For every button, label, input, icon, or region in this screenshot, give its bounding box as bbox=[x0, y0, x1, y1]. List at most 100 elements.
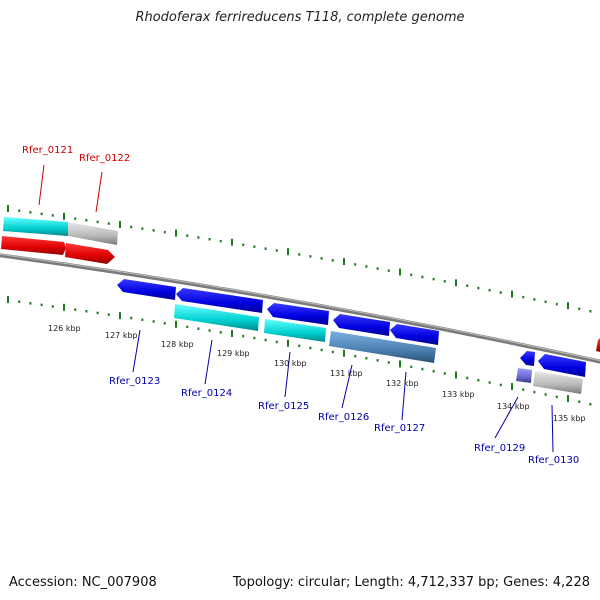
minor-tick bbox=[320, 348, 323, 352]
kbp-labels: 126 kbp 127 kbp 128 kbp 129 kbp 130 kbp … bbox=[48, 324, 586, 423]
cds-rfer-0125[interactable] bbox=[267, 303, 329, 325]
minor-tick bbox=[298, 253, 301, 256]
minor-tick bbox=[589, 310, 592, 313]
genome-summary: Topology: circular; Length: 4,712,337 bp… bbox=[232, 575, 590, 590]
minor-tick bbox=[107, 222, 110, 225]
cyan-feature-1[interactable] bbox=[3, 217, 68, 236]
major-tick bbox=[231, 238, 233, 246]
minor-tick bbox=[208, 329, 211, 332]
red-feature-edge[interactable] bbox=[596, 338, 600, 352]
minor-tick bbox=[130, 225, 133, 229]
minor-tick bbox=[387, 269, 390, 272]
cds-rfer-0124[interactable] bbox=[176, 288, 263, 313]
minor-tick bbox=[410, 365, 413, 369]
minor-tick bbox=[96, 311, 99, 315]
major-tick bbox=[511, 383, 513, 390]
minor-tick bbox=[421, 275, 424, 279]
kbp-label: 134 kbp bbox=[497, 402, 530, 411]
major-tick bbox=[175, 320, 177, 328]
minor-tick bbox=[522, 388, 525, 391]
violet-feature[interactable] bbox=[516, 368, 532, 383]
minor-tick bbox=[488, 381, 491, 384]
minor-tick bbox=[264, 338, 267, 342]
kbp-label: 129 kbp bbox=[217, 349, 250, 358]
minor-tick bbox=[152, 320, 155, 323]
grey-feature-2[interactable] bbox=[533, 371, 583, 394]
major-tick bbox=[399, 268, 401, 276]
minor-tick bbox=[533, 298, 536, 301]
minor-tick bbox=[51, 305, 54, 308]
minor-tick bbox=[477, 286, 480, 290]
gene-label-rfer-0121[interactable]: Rfer_0121 bbox=[22, 145, 73, 156]
minor-tick bbox=[253, 245, 256, 248]
gene-label-rfer-0123[interactable]: Rfer_0123 bbox=[109, 376, 160, 387]
major-tick bbox=[455, 371, 457, 379]
minor-tick bbox=[264, 247, 267, 250]
minor-tick bbox=[578, 400, 581, 403]
minor-tick bbox=[96, 220, 99, 224]
gene-label-rfer-0127[interactable]: Rfer_0127 bbox=[374, 423, 425, 434]
minor-tick bbox=[555, 395, 558, 399]
cyan-feature-2[interactable] bbox=[174, 304, 259, 331]
minor-tick bbox=[309, 255, 312, 258]
minor-tick bbox=[197, 327, 200, 330]
minor-tick bbox=[354, 354, 357, 358]
steel-feature[interactable] bbox=[329, 331, 436, 363]
minor-tick bbox=[74, 308, 77, 311]
gene-callout-lines bbox=[38, 164, 554, 453]
gene-label-rfer-0129[interactable]: Rfer_0129 bbox=[474, 443, 525, 454]
major-tick bbox=[119, 221, 121, 228]
kbp-label: 132 kbp bbox=[386, 379, 419, 388]
minor-tick bbox=[152, 229, 155, 232]
minor-tick bbox=[555, 302, 558, 306]
minor-tick bbox=[107, 313, 110, 316]
minor-tick bbox=[331, 259, 334, 262]
minor-tick bbox=[443, 280, 446, 283]
gene-label-rfer-0126[interactable]: Rfer_0126 bbox=[318, 412, 369, 423]
cds-rfer-0123[interactable] bbox=[117, 279, 176, 300]
minor-tick bbox=[186, 234, 189, 237]
major-tick bbox=[343, 349, 345, 357]
major-tick bbox=[511, 290, 513, 298]
cds-rfer-0126[interactable] bbox=[333, 314, 390, 336]
minor-tick bbox=[578, 307, 581, 311]
minor-tick bbox=[242, 334, 245, 338]
minor-tick bbox=[477, 379, 480, 382]
minor-tick bbox=[309, 346, 312, 350]
cyan-feature-3[interactable] bbox=[264, 319, 326, 342]
minor-tick bbox=[219, 239, 222, 243]
gene-label-rfer-0125[interactable]: Rfer_0125 bbox=[258, 401, 309, 412]
kbp-label: 133 kbp bbox=[442, 390, 475, 399]
cds-rfer-0121[interactable] bbox=[1, 236, 66, 255]
minor-tick bbox=[376, 359, 379, 362]
grey-feature-1[interactable] bbox=[68, 222, 118, 245]
minor-tick bbox=[499, 383, 502, 387]
minor-tick bbox=[40, 303, 43, 307]
minor-tick bbox=[365, 357, 368, 360]
major-tick bbox=[287, 339, 289, 347]
genome-backbone bbox=[0, 253, 600, 364]
major-tick bbox=[455, 279, 457, 287]
minor-tick bbox=[141, 227, 144, 230]
gene-label-rfer-0122[interactable]: Rfer_0122 bbox=[79, 153, 130, 164]
minor-tick bbox=[421, 367, 424, 371]
minor-tick bbox=[365, 265, 368, 268]
major-tick bbox=[7, 205, 9, 212]
minor-tick bbox=[18, 209, 21, 212]
minor-tick bbox=[208, 238, 211, 241]
cds-rfer-0130[interactable] bbox=[538, 354, 586, 377]
minor-tick bbox=[186, 325, 189, 329]
gene-label-rfer-0130[interactable]: Rfer_0130 bbox=[528, 455, 579, 466]
gene-label-rfer-0124[interactable]: Rfer_0124 bbox=[181, 388, 232, 399]
minor-tick bbox=[589, 403, 592, 406]
cds-rfer-0122[interactable] bbox=[65, 243, 115, 264]
kbp-label: 128 kbp bbox=[161, 340, 194, 349]
reverse-strand-features bbox=[117, 279, 586, 394]
minor-tick bbox=[410, 273, 413, 277]
minor-tick bbox=[522, 295, 525, 299]
cds-rfer-0129[interactable] bbox=[520, 351, 535, 366]
major-tick bbox=[63, 303, 65, 311]
cds-rfer-0127[interactable] bbox=[390, 324, 439, 345]
minor-tick bbox=[130, 316, 133, 320]
